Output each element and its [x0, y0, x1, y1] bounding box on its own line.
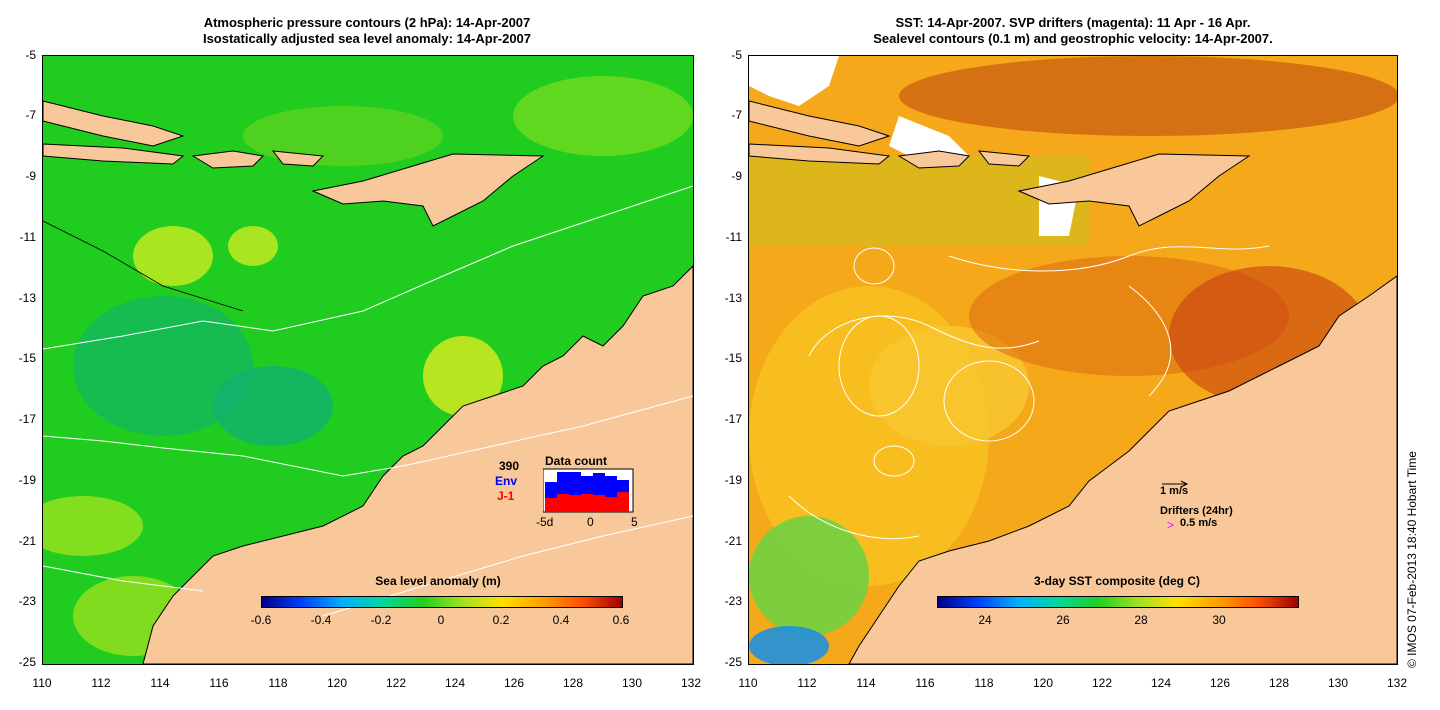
left-x-tick: 116	[209, 676, 229, 690]
left-y-tick: -5	[25, 48, 36, 62]
sla-tick-5: 0.4	[552, 613, 570, 627]
right-x-tick: 116	[915, 676, 935, 690]
sla-tick-1: -0.4	[310, 613, 332, 627]
right-title-line2: Sealevel contours (0.1 m) and geostrophi…	[873, 31, 1273, 46]
right-y-tick: -17	[724, 412, 742, 426]
sst-tick-0: 24	[978, 613, 992, 627]
left-x-tick: 112	[91, 676, 111, 690]
imos-credit: © IMOS 07-Feb-2013 18:40 Hobart Time	[1405, 451, 1419, 668]
right-y-tick: -19	[724, 473, 742, 487]
left-x-tick: 110	[32, 676, 52, 690]
right-y-tick: -9	[731, 169, 742, 183]
data-count-tick-1: 0	[587, 515, 594, 529]
right-y-tick: -23	[724, 594, 742, 608]
sst-colorbar-title: 3-day SST composite (deg C)	[1033, 574, 1201, 588]
right-y-tick: -11	[725, 230, 742, 244]
right-y-tick: -15	[724, 351, 742, 365]
left-y-tick: -7	[25, 108, 36, 122]
drifter-scale-symbol: >	[1167, 518, 1175, 532]
sst-colorbar	[937, 596, 1299, 608]
right-x-tick: 132	[1386, 676, 1408, 690]
data-count-env: Env	[495, 474, 518, 488]
left-x-tick: 124	[444, 676, 466, 690]
data-count-histogram	[543, 468, 634, 513]
right-x-tick: 124	[1150, 676, 1172, 690]
right-x-tick: 122	[1091, 676, 1113, 690]
left-x-tick: 132	[680, 676, 702, 690]
left-title-line1: Atmospheric pressure contours (2 hPa): 1…	[203, 15, 531, 30]
sst-map	[749, 56, 1397, 664]
left-x-tick: 120	[326, 676, 348, 690]
left-y-tick: -19	[18, 473, 36, 487]
sla-tick-2: -0.2	[370, 613, 392, 627]
left-x-tick: 128	[562, 676, 584, 690]
left-y-tick: -15	[18, 351, 36, 365]
left-x-tick: 122	[385, 676, 407, 690]
sla-tick-6: 0.6	[612, 613, 630, 627]
sst-tick-2: 28	[1134, 613, 1148, 627]
right-x-tick: 126	[1209, 676, 1231, 690]
right-y-tick: -7	[731, 108, 742, 122]
right-title-line1: SST: 14-Apr-2007. SVP drifters (magenta)…	[895, 15, 1251, 30]
left-x-tick: 126	[503, 676, 525, 690]
right-x-tick: 110	[738, 676, 758, 690]
sla-tick-4: 0.2	[492, 613, 510, 627]
left-title-line2: Isostatically adjusted sea level anomaly…	[202, 31, 532, 46]
sst-map-panel: 1 m/s Drifters (24hr) > 0.5 m/s 3-day SS…	[748, 55, 1398, 665]
data-count-tick-2: 5	[631, 515, 638, 529]
right-y-tick: -21	[724, 534, 742, 548]
sla-colorbar-title: Sea level anomaly (m)	[375, 574, 501, 588]
left-y-tick: -23	[18, 594, 36, 608]
data-count-total: 390	[499, 459, 520, 473]
left-y-tick: -25	[18, 655, 36, 669]
data-count-j1: J-1	[497, 489, 515, 503]
left-y-tick: -11	[19, 230, 36, 244]
sla-colorbar	[261, 596, 623, 608]
left-x-tick: 118	[268, 676, 288, 690]
left-y-tick: -13	[18, 291, 36, 305]
sst-tick-1: 26	[1056, 613, 1070, 627]
right-x-tick: 118	[974, 676, 994, 690]
drifters-label: Drifters (24hr)	[1160, 505, 1233, 517]
right-x-tick: 114	[856, 676, 876, 690]
sst-tick-3: 30	[1212, 613, 1226, 627]
right-x-tick: 128	[1268, 676, 1290, 690]
sla-map	[43, 56, 693, 664]
sla-tick-0: -0.6	[250, 613, 272, 627]
left-x-tick: 114	[150, 676, 170, 690]
data-count-title: Data count	[545, 454, 608, 468]
right-x-tick: 112	[797, 676, 817, 690]
right-x-tick: 120	[1032, 676, 1054, 690]
left-x-tick: 130	[621, 676, 643, 690]
left-y-tick: -9	[25, 169, 36, 183]
drifter-scale-label: 0.5 m/s	[1180, 517, 1218, 529]
right-x-tick: 130	[1327, 676, 1349, 690]
right-y-tick: -13	[724, 291, 742, 305]
left-y-tick: -21	[18, 534, 36, 548]
velocity-scale-label: 1 m/s	[1160, 485, 1189, 497]
sla-tick-3: 0	[437, 613, 445, 627]
sla-map-panel: Sea level anomaly (m) -0.6 -0.4 -0.2 0 0…	[42, 55, 694, 665]
right-y-tick: -5	[731, 48, 742, 62]
data-count-tick-0: -5d	[536, 515, 554, 529]
right-y-tick: -25	[724, 655, 742, 669]
left-y-tick: -17	[18, 412, 36, 426]
